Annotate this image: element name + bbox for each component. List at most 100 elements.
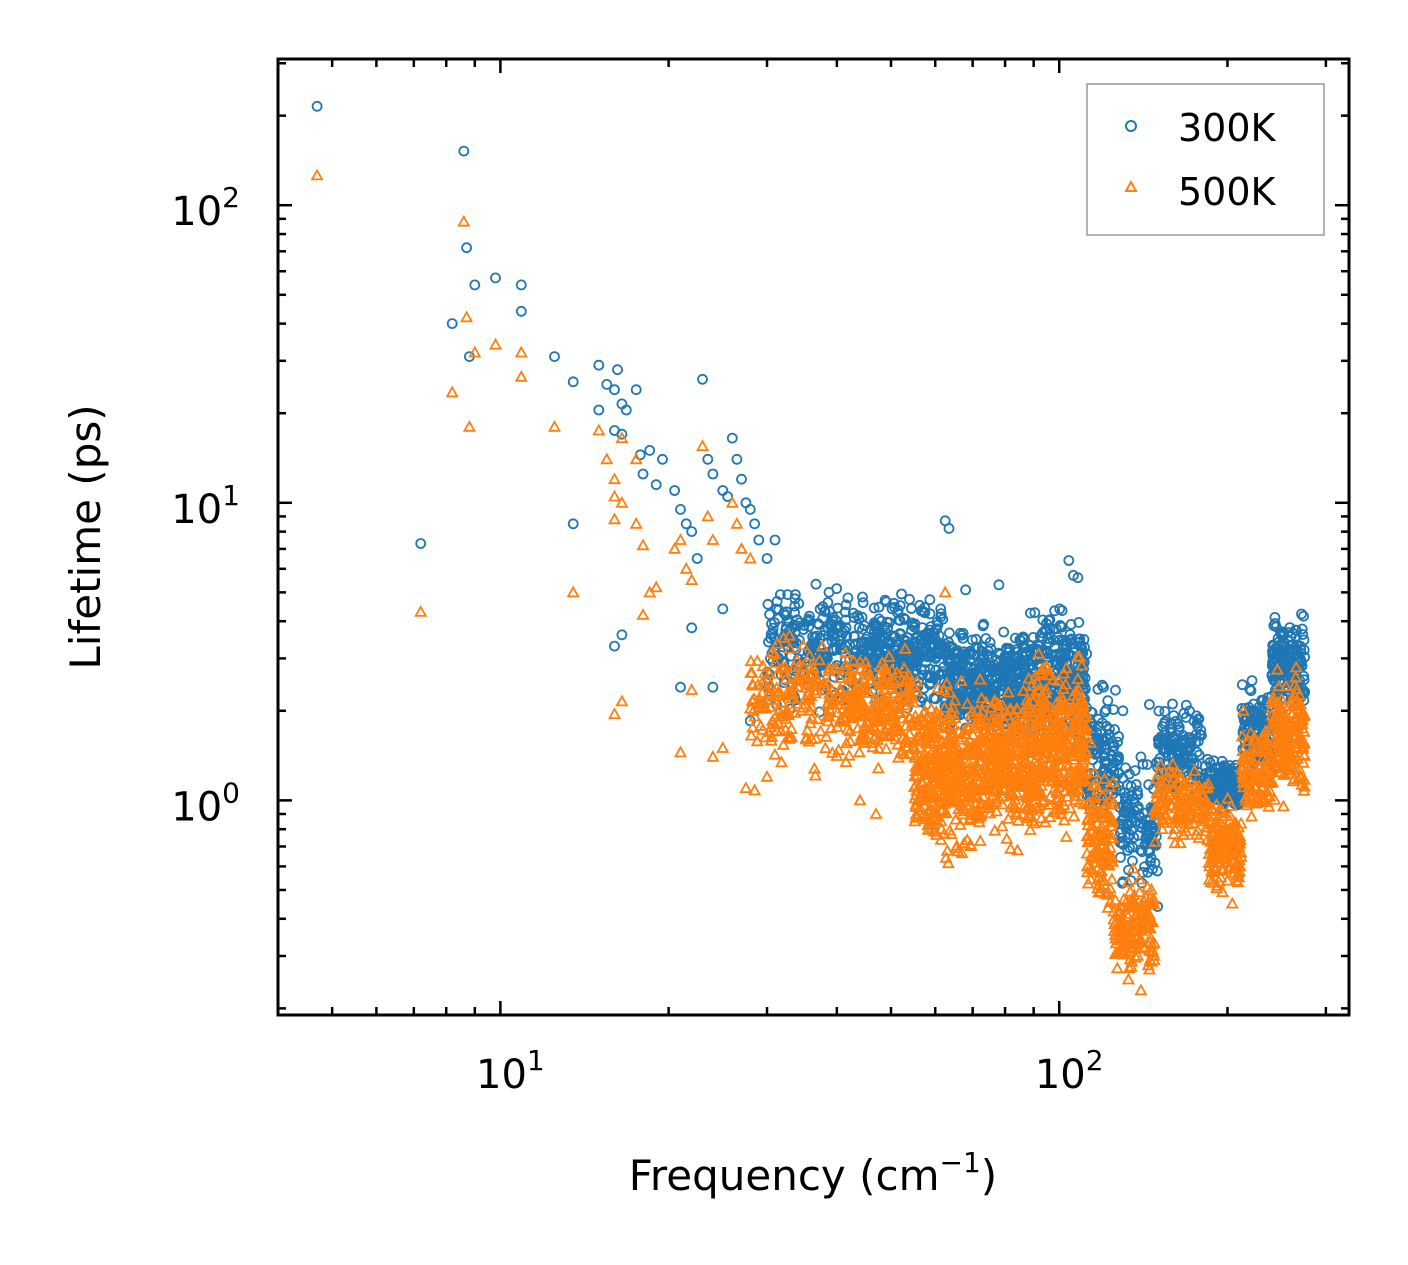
legend-frame <box>1086 83 1325 236</box>
data-point <box>929 671 940 683</box>
data-point <box>834 634 846 646</box>
data-point <box>979 656 991 668</box>
data-point <box>764 700 778 712</box>
data-point <box>1015 807 1029 819</box>
data-point <box>1234 849 1248 862</box>
data-point <box>1099 706 1111 718</box>
data-point <box>1093 733 1104 745</box>
data-point <box>1098 681 1109 693</box>
data-point <box>1181 804 1195 816</box>
data-point <box>1216 862 1230 875</box>
data-point <box>996 677 1007 688</box>
data-point <box>907 695 921 708</box>
data-point <box>680 518 692 530</box>
data-point <box>993 647 1004 659</box>
data-point <box>1177 828 1191 840</box>
data-point <box>991 731 1005 744</box>
data-point <box>953 772 967 785</box>
data-point <box>890 665 904 678</box>
data-point <box>867 730 882 743</box>
data-point <box>1015 635 1027 647</box>
data-point <box>1078 723 1092 735</box>
data-point <box>829 661 843 674</box>
data-point <box>833 684 847 697</box>
data-point <box>1071 735 1085 748</box>
data-point <box>1266 762 1280 775</box>
data-point <box>1236 775 1250 788</box>
data-point <box>929 806 944 819</box>
data-point <box>702 453 714 465</box>
data-point <box>857 591 868 603</box>
data-point <box>1117 892 1131 905</box>
data-point <box>957 794 972 807</box>
data-point <box>1297 724 1311 737</box>
data-point <box>1035 716 1049 728</box>
data-point <box>1009 805 1023 818</box>
data-point <box>931 681 945 693</box>
data-point <box>979 731 993 743</box>
data-point <box>1256 694 1267 706</box>
data-point <box>879 644 890 655</box>
data-point <box>1003 703 1017 715</box>
data-point <box>760 769 774 782</box>
data-point <box>933 765 947 777</box>
data-point <box>1037 737 1051 750</box>
data-point <box>952 647 964 658</box>
data-point <box>1263 790 1277 802</box>
data-point <box>616 428 628 440</box>
data-point <box>885 680 899 693</box>
data-point <box>925 794 939 807</box>
data-point <box>1028 733 1043 746</box>
data-point <box>1136 846 1148 858</box>
data-point <box>824 606 836 618</box>
data-point <box>1075 773 1089 786</box>
data-point <box>1063 765 1077 778</box>
data-point <box>992 792 1007 805</box>
data-point <box>1010 843 1025 856</box>
data-point <box>1223 769 1234 781</box>
data-point <box>994 670 1006 682</box>
data-point <box>1177 807 1191 820</box>
data-point <box>1231 832 1246 845</box>
data-point <box>1266 690 1281 703</box>
data-point <box>706 533 720 545</box>
data-point <box>1149 857 1161 869</box>
data-point <box>954 627 966 639</box>
data-point <box>932 619 944 631</box>
data-point <box>1080 865 1094 878</box>
data-point <box>746 720 760 733</box>
data-point <box>1274 729 1288 742</box>
data-point <box>776 738 790 750</box>
data-point <box>1161 732 1173 744</box>
data-point <box>1100 732 1112 743</box>
data-point <box>1199 820 1213 833</box>
data-point <box>860 633 872 645</box>
data-point <box>803 648 817 661</box>
data-point <box>1187 764 1202 776</box>
data-point <box>1276 799 1291 812</box>
data-point <box>1284 766 1298 779</box>
data-point <box>462 419 476 432</box>
data-point <box>1154 758 1168 770</box>
data-point <box>817 675 831 688</box>
data-point <box>691 553 703 564</box>
data-point <box>601 378 613 390</box>
data-point <box>992 716 1006 729</box>
data-point <box>1249 733 1263 746</box>
data-point <box>1295 717 1309 729</box>
data-point <box>944 713 958 725</box>
data-point <box>1088 791 1102 803</box>
data-point <box>882 707 896 720</box>
data-point <box>849 698 863 710</box>
data-point <box>937 826 951 839</box>
data-point <box>1147 892 1161 905</box>
data-point <box>916 777 930 789</box>
data-point <box>954 747 968 760</box>
data-point <box>1040 707 1054 720</box>
data-point <box>748 783 762 796</box>
data-point <box>1037 661 1051 673</box>
data-point <box>1218 832 1232 845</box>
data-point <box>921 807 935 819</box>
data-point <box>803 703 817 716</box>
x-axis-title-text: Frequency (cm <box>629 1151 940 1200</box>
